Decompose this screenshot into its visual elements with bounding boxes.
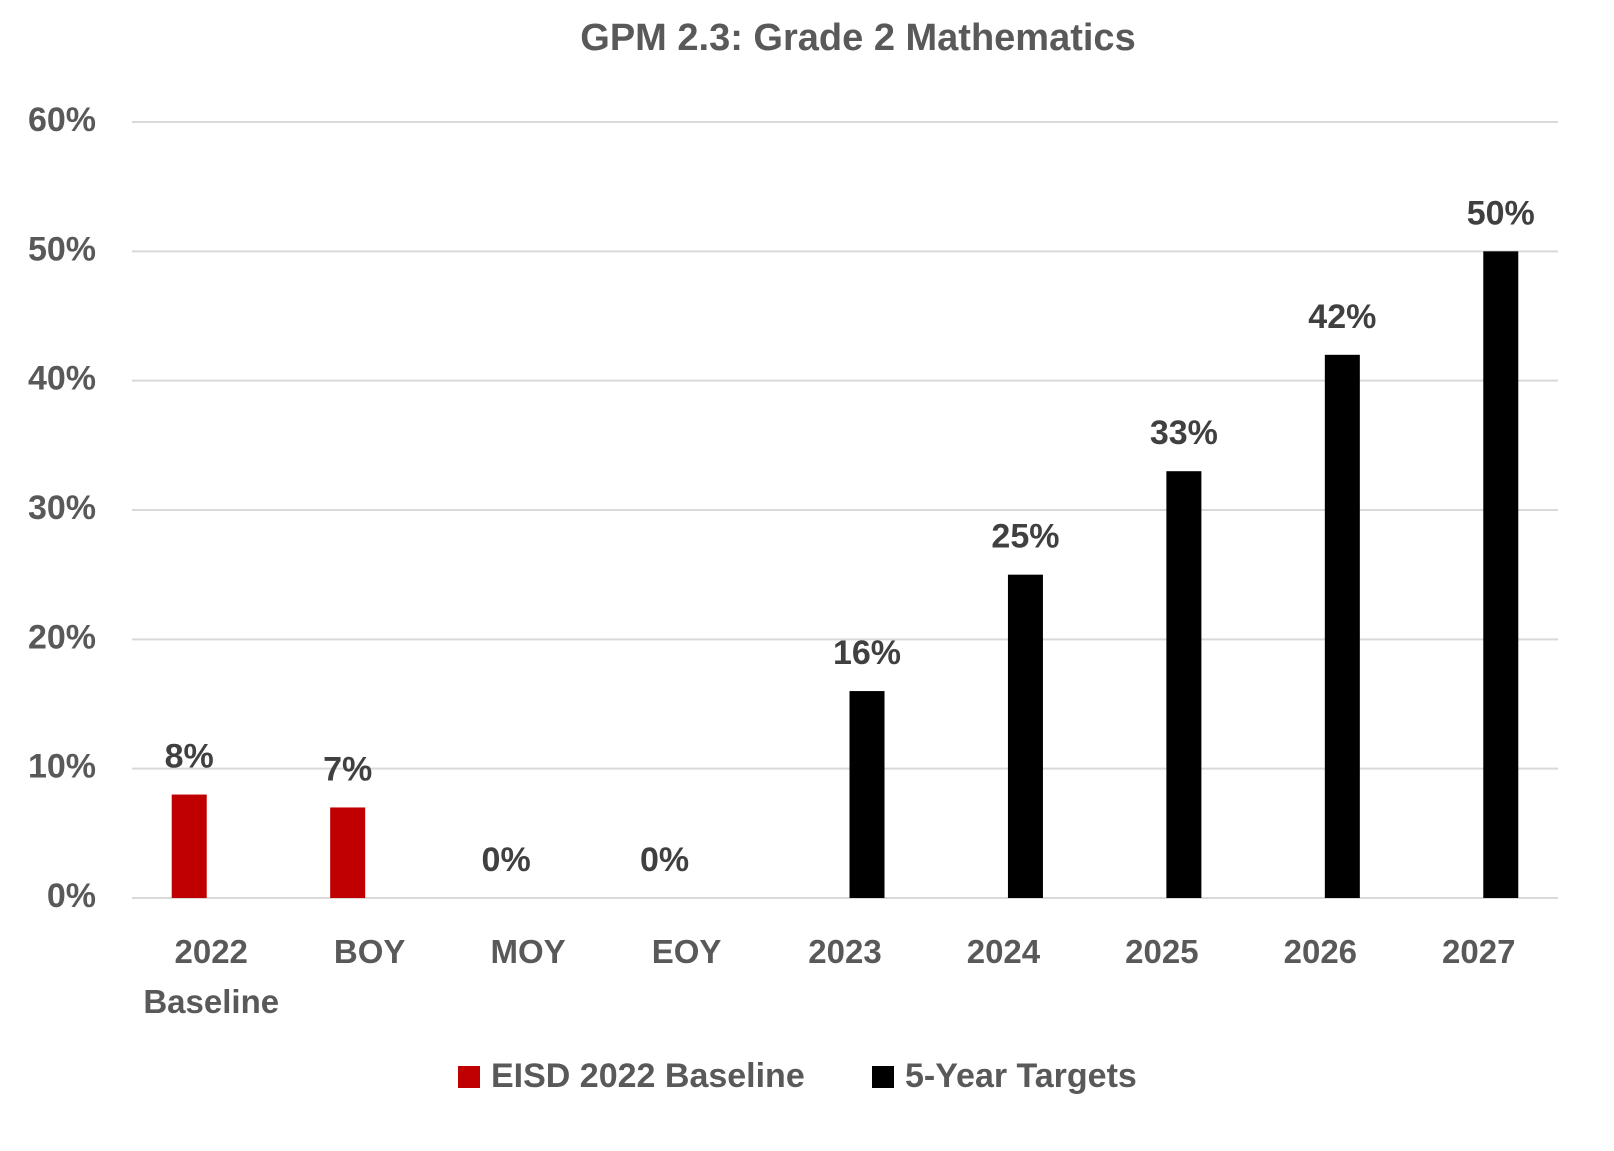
y-tick-label: 10% [28, 748, 96, 786]
x-tick-label: BOY [290, 927, 448, 977]
y-tick-label: 30% [28, 489, 96, 527]
data-label: 50% [1467, 194, 1535, 232]
chart-title: GPM 2.3: Grade 2 Mathematics [580, 17, 1135, 59]
data-label: 7% [323, 750, 372, 788]
y-tick-label: 50% [28, 230, 96, 268]
legend-label: EISD 2022 Baseline [491, 1057, 805, 1095]
y-tick-label: 0% [47, 877, 96, 915]
x-tick-label: 2024 [924, 927, 1082, 977]
y-tick-label: 60% [28, 101, 96, 139]
x-tick-label: 2023 [766, 927, 924, 977]
x-tick-label: 2025 [1083, 927, 1241, 977]
x-tick-label: MOY [449, 927, 607, 977]
legend-swatch [872, 1066, 894, 1088]
legend-swatch [458, 1066, 480, 1088]
data-label: 33% [1150, 414, 1218, 452]
bar [1008, 575, 1043, 898]
bar [330, 807, 365, 898]
y-tick-label: 40% [28, 360, 96, 398]
data-label: 8% [165, 738, 214, 776]
bar [850, 691, 885, 898]
x-tick-label: 2026 [1241, 927, 1399, 977]
data-label: 0% [482, 841, 531, 879]
data-label: 16% [833, 634, 901, 672]
page: GPM 2.3: Grade 2 Mathematics 0% 10% 20% 30%… [0, 0, 1614, 1151]
bar [1166, 471, 1201, 898]
x-tick-label: 2027 [1400, 927, 1558, 977]
x-tick-label: EOY [607, 927, 765, 977]
data-label: 42% [1308, 298, 1376, 336]
y-tick-label: 20% [28, 618, 96, 656]
bar [172, 795, 207, 898]
x-tick-label: 2022 Baseline [132, 927, 290, 1027]
bar [1483, 251, 1518, 898]
bar [1325, 355, 1360, 898]
data-label: 25% [991, 518, 1059, 556]
data-label: 0% [640, 841, 689, 879]
legend-label: 5-Year Targets [905, 1057, 1137, 1095]
